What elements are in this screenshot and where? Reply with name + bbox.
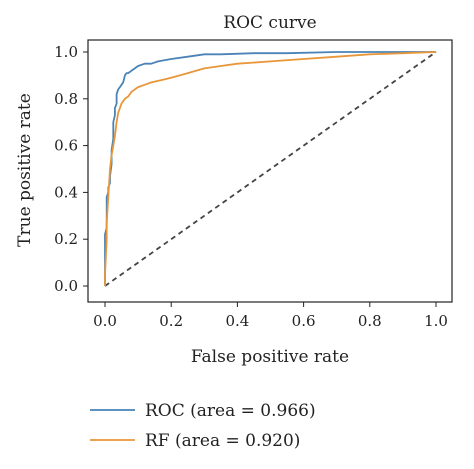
x-tick-label: 0.0	[93, 312, 117, 330]
x-tick-label: 0.6	[292, 312, 316, 330]
y-tick-label: 0.8	[54, 90, 78, 108]
plot-frame	[87, 39, 453, 303]
y-tick-label: 0.4	[54, 183, 78, 201]
x-tick-label: 1.0	[424, 312, 448, 330]
y-axis-label: True positive rate	[15, 93, 35, 247]
chance-diagonal-line	[104, 51, 437, 287]
x-tick-label: 0.2	[159, 312, 183, 330]
chart-title: ROC curve	[223, 13, 316, 33]
y-tick-label: 0.2	[54, 230, 78, 248]
legend-label: RF (area = 0.920)	[145, 431, 300, 451]
legend-label: ROC (area = 0.966)	[145, 401, 316, 421]
axis-ticks: 0.0 0.2 0.4 0.6 0.8 1.0 0.0 0.2 0.4 0.6 0.8 1.0	[54, 43, 448, 330]
plot-area	[104, 51, 437, 287]
y-tick-label: 0.0	[54, 277, 78, 295]
series-line-1	[104, 51, 437, 286]
x-axis-label: False positive rate	[191, 347, 349, 367]
x-tick-label: 0.4	[225, 312, 249, 330]
legend: ROC (area = 0.966) RF (area = 0.920)	[90, 401, 316, 451]
y-tick-label: 1.0	[54, 43, 78, 61]
y-tick-label: 0.6	[54, 137, 78, 155]
x-tick-label: 0.8	[358, 312, 382, 330]
